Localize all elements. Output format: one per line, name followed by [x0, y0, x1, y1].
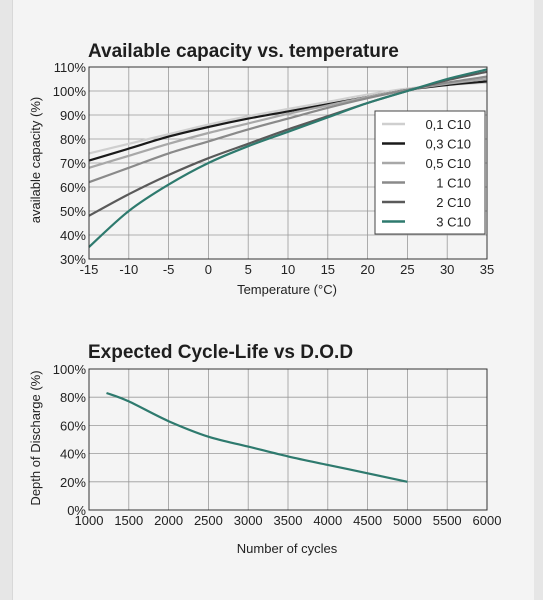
y-tick-label: 20% — [60, 475, 86, 490]
series-line — [106, 391, 408, 483]
cycle-life-chart-x-label: Number of cycles — [237, 541, 338, 556]
y-tick-label: 110% — [54, 60, 87, 75]
capacity-chart-series — [88, 68, 488, 248]
capacity-chart-x-ticks: -15 -10 -5 0 5 10 15 20 25 30 35 — [80, 262, 495, 277]
y-tick-label: 50% — [60, 204, 86, 219]
x-tick-label: 5500 — [433, 513, 462, 528]
capacity-chart-x-label: Temperature (°C) — [237, 282, 337, 297]
y-tick-label: 70% — [60, 156, 86, 171]
cycle-life-chart-grid — [89, 369, 487, 510]
x-tick-label: -5 — [163, 262, 175, 277]
x-tick-label: 25 — [400, 262, 414, 277]
legend-box — [374, 110, 486, 235]
x-tick-label: 3500 — [274, 513, 303, 528]
cycle-life-chart-series — [106, 391, 408, 483]
cycle-life-chart-y-ticks: 0% 20% 40% 60% 80% 100% — [53, 362, 87, 518]
capacity-chart-title: Available capacity vs. temperature — [88, 41, 399, 62]
y-tick-label: 60% — [60, 180, 86, 195]
x-tick-label: 3000 — [234, 513, 263, 528]
x-tick-label: -15 — [80, 262, 99, 277]
cycle-life-chart-title: Expected Cycle-Life vs D.O.D — [88, 342, 353, 363]
x-tick-label: 2000 — [154, 513, 183, 528]
x-tick-label: 15 — [321, 262, 335, 277]
x-tick-label: 1000 — [75, 513, 104, 528]
capacity-chart-frame — [88, 66, 488, 260]
capacity-chart: Available capacity vs. temperature 30% 40… — [28, 41, 494, 297]
cycle-life-chart-frame — [88, 368, 488, 511]
x-tick-label: 1500 — [114, 513, 143, 528]
y-tick-label: 40% — [60, 447, 86, 462]
y-tick-label: 90% — [60, 108, 86, 123]
x-tick-label: 0 — [205, 262, 212, 277]
x-tick-label: 35 — [480, 262, 494, 277]
y-tick-label: 100% — [53, 362, 87, 377]
y-tick-label: 100% — [53, 84, 87, 99]
x-tick-label: 4000 — [313, 513, 342, 528]
legend-label: 2 C10 — [436, 195, 471, 210]
y-tick-label: 80% — [60, 132, 86, 147]
y-tick-label: 30% — [60, 252, 86, 267]
cycle-life-chart-x-ticks: 1000 1500 2000 2500 3000 3500 4000 4500 5000 5500… — [75, 513, 502, 528]
legend-label: 0,1 C10 — [425, 117, 471, 132]
y-tick-label: 60% — [60, 418, 86, 433]
x-tick-label: 4500 — [353, 513, 382, 528]
y-tick-label: 40% — [60, 228, 86, 243]
capacity-chart-y-label: available capacity (%) — [28, 97, 43, 223]
series-line-3-c10 — [88, 68, 488, 248]
cycle-life-chart: Expected Cycle-Life vs D.O.D 0% 20% 40% 60%… — [28, 342, 501, 556]
x-tick-label: 20 — [360, 262, 374, 277]
x-tick-label: -10 — [119, 262, 138, 277]
x-tick-label: 5 — [245, 262, 252, 277]
capacity-chart-y-ticks: 30% 40% 50% 60% 70% 80% 90% 100% 110% — [53, 60, 87, 267]
x-tick-label: 2500 — [194, 513, 223, 528]
legend-label: 0,3 C10 — [425, 137, 471, 152]
cycle-life-chart-y-label: Depth of Discharge (%) — [28, 370, 43, 505]
x-tick-label: 10 — [281, 262, 295, 277]
x-tick-label: 30 — [440, 262, 454, 277]
legend-label: 3 C10 — [436, 215, 471, 230]
legend-label: 0,5 C10 — [425, 156, 471, 171]
legend-label: 1 C10 — [436, 176, 471, 191]
capacity-chart-legend: 0,1 C10 0,3 C10 0,5 C10 1 C10 2 C10 3 C10 — [374, 110, 486, 235]
x-tick-label: 5000 — [393, 513, 422, 528]
x-tick-label: 6000 — [473, 513, 502, 528]
y-tick-label: 0% — [67, 503, 86, 518]
y-tick-label: 80% — [60, 390, 86, 405]
